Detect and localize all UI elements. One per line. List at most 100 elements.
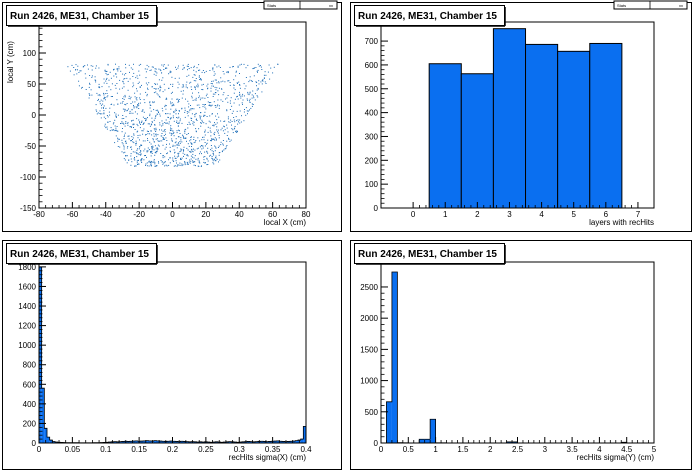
scatter-point [213,133,215,135]
scatter-point [103,92,104,94]
chart-title: Run 2426, ME31, Chamber 15 [10,249,149,260]
scatter-point [114,130,116,132]
scatter-point [210,131,212,133]
scatter-point [130,126,132,127]
scatter-point [170,129,172,131]
x-tick-label: 0.5 [403,445,415,454]
scatter-point [79,70,81,72]
scatter-point [214,139,215,141]
scatter-point [201,122,202,124]
scatter-point [173,120,175,122]
scatter-point [136,113,138,115]
scatter-point [202,70,204,71]
scatter-point [169,146,171,148]
scatter-point [195,78,197,79]
scatter-point [190,139,192,141]
scatter-point [174,152,175,154]
scatter-point [122,98,124,99]
scatter-point [182,134,183,136]
scatter-point [156,83,158,85]
scatter-point [137,130,139,132]
scatter-point [142,140,144,142]
scatter-point [239,87,241,89]
scatter-point [216,87,218,89]
scatter-point [199,118,201,120]
scatter-point [206,143,207,145]
histogram-bar [295,440,298,443]
plot-area [38,21,307,209]
scatter-point [218,82,220,84]
scatter-point [227,72,229,74]
scatter-point [178,136,180,138]
scatter-point [91,69,93,71]
scatter-point [239,122,241,124]
scatter-point [202,89,204,91]
scatter-point [242,93,244,95]
x-axis-title: local X (cm) [264,218,307,227]
scatter-point [76,73,78,75]
histogram-bar [132,441,136,443]
scatter-point [237,98,239,100]
scatter-point [153,109,155,111]
scatter-point [113,122,115,124]
scatter-point [183,67,185,69]
scatter-point [117,103,119,105]
scatter-point [231,124,232,126]
scatter-point [189,162,191,164]
scatter-point [196,118,197,120]
scatter-point [154,163,156,165]
scatter-point [224,132,226,134]
scatter-point [130,126,132,128]
scatter-point [198,95,200,97]
scatter-point [105,107,107,109]
scatter-point [156,72,158,74]
scatter-point [261,80,263,81]
scatter-point [139,134,141,136]
scatter-point [172,144,174,146]
scatter-point [140,63,142,65]
scatter-point [131,161,133,163]
histogram-bar [268,441,272,443]
scatter-point [164,129,166,130]
scatter-point [104,99,106,101]
scatter-point [195,99,197,101]
stats-box [613,0,688,10]
scatter-point [208,120,210,122]
scatter-point [133,106,135,108]
scatter-point [169,113,171,115]
scatter-point [117,140,119,142]
scatter-point [238,104,240,106]
scatter-point [197,165,199,167]
scatter-point [123,146,125,148]
scatter-point [264,71,266,73]
scatter-point [197,159,199,161]
scatter-point [215,115,217,117]
scatter-point [224,148,226,150]
scatter-point [123,148,125,150]
scatter-point [121,131,123,133]
scatter-point [75,69,77,71]
scatter-point [171,76,173,78]
scatter-point [221,151,223,153]
scatter-point [252,68,254,70]
scatter-point [136,123,138,125]
scatter-point [209,105,211,107]
scatter-point [184,116,186,118]
scatter-point [181,149,183,151]
histogram-bar [121,441,125,443]
scatter-point [239,91,240,93]
scatter-point [103,110,105,112]
histogram-bar [247,441,250,443]
scatter-point [209,70,211,71]
scatter-point [154,165,156,167]
scatter-point [173,165,175,167]
scatter-point [122,80,124,82]
scatter-point [141,158,143,159]
scatter-point [161,140,163,142]
x-tick-label: 0.05 [65,445,81,454]
scatter-point [138,148,140,150]
scatter-point [178,155,180,157]
scatter-point [233,85,235,86]
scatter-point [116,68,118,69]
scatter-point [201,153,202,155]
